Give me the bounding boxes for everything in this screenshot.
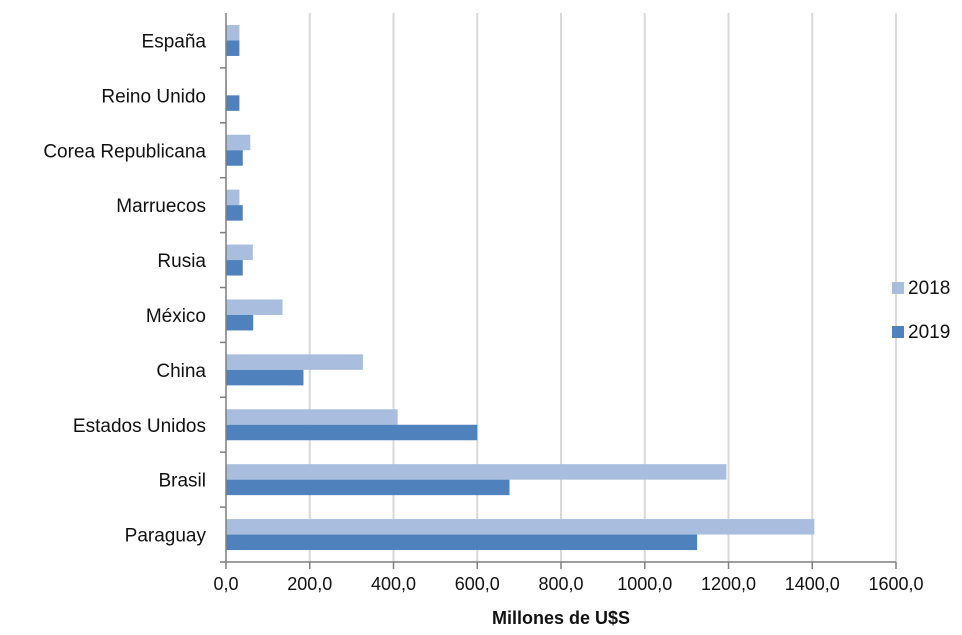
- bar-estados-unidos-2019: [226, 424, 478, 441]
- bar-mexico-2018: [226, 299, 283, 315]
- category-label-paraguay: Paraguay: [125, 526, 207, 547]
- legend-label-2018: 2018: [908, 278, 950, 299]
- category-label-reino-unido: Reino Unido: [101, 86, 206, 107]
- bar-brasil-2019: [226, 479, 510, 496]
- legend-swatch-2019: [892, 326, 904, 338]
- axes: [220, 13, 897, 569]
- x-tick-label-0-0: 0,0: [213, 574, 238, 594]
- category-label-marruecos: Marruecos: [116, 196, 206, 217]
- legend-label-2019: 2019: [908, 322, 950, 343]
- grid-lines: [308, 13, 897, 562]
- bar-brasil-2018: [226, 464, 727, 480]
- category-label-brasil: Brasil: [158, 471, 206, 492]
- legend-swatch-2018: [892, 282, 904, 294]
- bar-marruecos-2018: [226, 189, 240, 206]
- x-tick-label-600-0: 600,0: [455, 574, 500, 594]
- bar-corea-republicana-2019: [226, 150, 243, 166]
- x-tick-label-1000-0: 1000,0: [617, 574, 672, 594]
- bar-espana-2018: [226, 24, 240, 41]
- bar-china-2018: [226, 354, 363, 370]
- category-label-espana: España: [142, 31, 207, 52]
- category-label-rusia: Rusia: [157, 251, 206, 272]
- bar-corea-republicana-2018: [226, 134, 251, 151]
- x-tick-label-400-0: 400,0: [371, 574, 416, 594]
- x-tick-label-1200-0: 1200,0: [701, 574, 756, 594]
- x-tick-label-1400-0: 1400,0: [785, 574, 840, 594]
- bar-mexico-2019: [226, 314, 254, 331]
- legend: 2018 2019: [892, 278, 950, 343]
- category-label-china: China: [156, 361, 206, 382]
- bars: [226, 24, 815, 551]
- bar-rusia-2018: [226, 244, 253, 261]
- bar-china-2019: [226, 369, 304, 386]
- bar-paraguay-2018: [226, 519, 815, 535]
- bar-estados-unidos-2018: [226, 409, 398, 425]
- bar-reino-unido-2019: [226, 95, 240, 111]
- x-tick-label-800-0: 800,0: [538, 574, 583, 594]
- bar-paraguay-2019: [226, 534, 698, 551]
- bar-espana-2019: [226, 40, 240, 56]
- x-tick-labels: 0,0 200,0 400,0 600,0 800,0 1000,0 1200,0 1400,…: [213, 574, 923, 594]
- bar-rusia-2019: [226, 260, 243, 276]
- category-label-estados-unidos: Estados Unidos: [73, 416, 206, 437]
- category-label-corea-republicana: Corea Republicana: [43, 141, 206, 162]
- category-labels: Paraguay Brasil Estados Unidos China México R…: [43, 31, 206, 546]
- category-label-mexico: México: [146, 306, 206, 327]
- bar-marruecos-2019: [226, 205, 243, 221]
- x-tick-label-200-0: 200,0: [287, 574, 332, 594]
- x-tick-label-1600-0: 1600,0: [868, 574, 923, 594]
- x-axis-title: Millones de U$S: [492, 608, 630, 628]
